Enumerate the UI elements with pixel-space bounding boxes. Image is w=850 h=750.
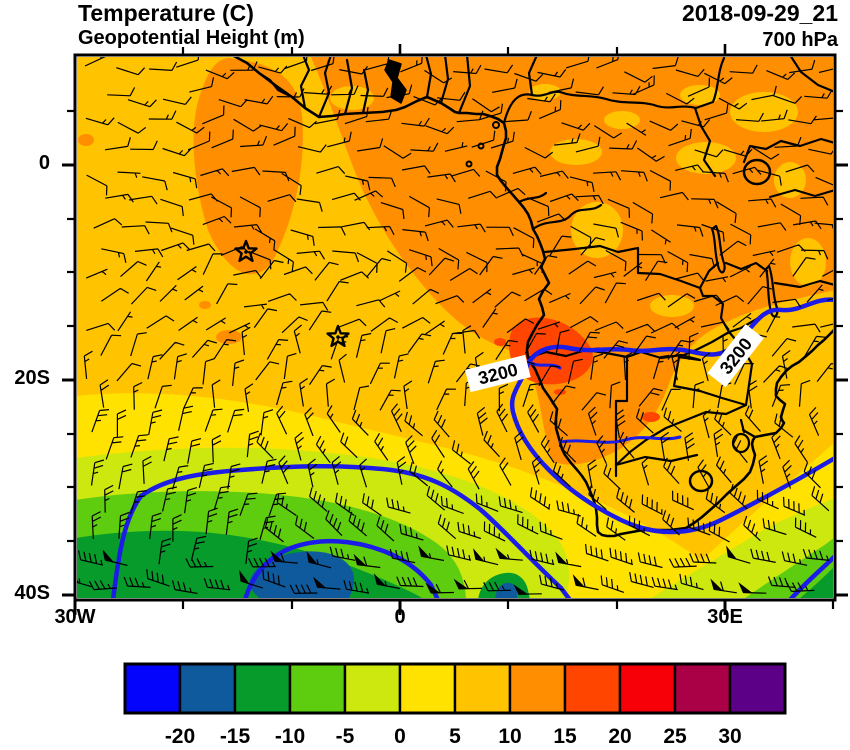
colorbar-cell xyxy=(728,662,787,715)
colorbar-cell xyxy=(618,662,677,715)
colorbar-tick-label: -20 xyxy=(165,725,195,748)
contour-southwest-outer xyxy=(110,463,572,598)
africa-coastline xyxy=(232,57,833,538)
colorbar-tick-label: 25 xyxy=(663,725,687,748)
congo-borders xyxy=(517,191,769,298)
y-axis-label-0: 0 xyxy=(38,152,50,174)
x-axis-label-30e: 30E xyxy=(707,606,743,628)
wind-barbs xyxy=(77,57,833,595)
lake-volta xyxy=(384,59,407,104)
colorbar-cell xyxy=(398,662,457,715)
x-axis-label-30w: 30W xyxy=(54,606,96,628)
temperature-colorbar: -20 -15 -10 -5 0 5 10 15 20 25 30 xyxy=(123,662,787,748)
star-marker xyxy=(234,239,258,263)
colorbar-tick-label: -10 xyxy=(275,725,305,748)
colorbar-cell xyxy=(233,662,292,715)
contour-southwest-inner xyxy=(243,538,440,598)
chart-title: Temperature (C) xyxy=(78,0,254,26)
chart-subtitle: Geopotential Height (m) xyxy=(78,27,305,49)
valid-datetime: 2018-09-29_21 xyxy=(681,0,838,26)
colorbar-tick-label: 20 xyxy=(608,725,631,748)
colorbar-cell xyxy=(453,662,512,715)
east-africa-borders xyxy=(742,57,833,289)
star-marker-center xyxy=(244,250,248,254)
y-axis-label-40s: 40S xyxy=(14,582,50,604)
colorbar-cell xyxy=(288,662,347,715)
colorbar-tick-label: -15 xyxy=(220,725,251,748)
colorbar-tick-label: 5 xyxy=(449,725,461,748)
pressure-level: 700 hPa xyxy=(762,29,838,51)
colorbar-tick-label: 0 xyxy=(394,725,406,748)
contour-corner xyxy=(788,554,833,598)
colorbar-tick-label: 30 xyxy=(718,725,741,748)
colorbar-cell xyxy=(123,662,182,715)
central-africa-borders xyxy=(502,57,726,178)
coastlines-borders xyxy=(232,57,833,538)
colorbar-cell xyxy=(178,662,237,715)
x-axis-label-0: 0 xyxy=(394,606,406,628)
star-marker-center xyxy=(336,335,340,339)
wind-barb-staffs xyxy=(77,57,833,595)
swaziland-border xyxy=(731,432,751,454)
colorbar-cell xyxy=(673,662,732,715)
lake-tanganyika xyxy=(710,224,726,274)
colorbar-frame xyxy=(123,662,787,715)
map-frame xyxy=(73,53,837,602)
wind-barb-pennants xyxy=(77,545,753,595)
colorbar-tick-label: -5 xyxy=(336,725,355,748)
colorbar-tick-label: 10 xyxy=(498,725,521,748)
colorbar-cell xyxy=(508,662,567,715)
colorbar-cell xyxy=(563,662,622,715)
gulf-islands xyxy=(465,121,500,168)
lake-victoria xyxy=(742,158,772,186)
y-axis-label-20s: 20S xyxy=(14,367,50,389)
location-markers xyxy=(234,239,350,348)
colorbar-cell xyxy=(343,662,402,715)
colorbar-tick-label: 15 xyxy=(553,725,577,748)
warm-amber-patches xyxy=(330,84,826,317)
star-marker xyxy=(326,324,350,348)
